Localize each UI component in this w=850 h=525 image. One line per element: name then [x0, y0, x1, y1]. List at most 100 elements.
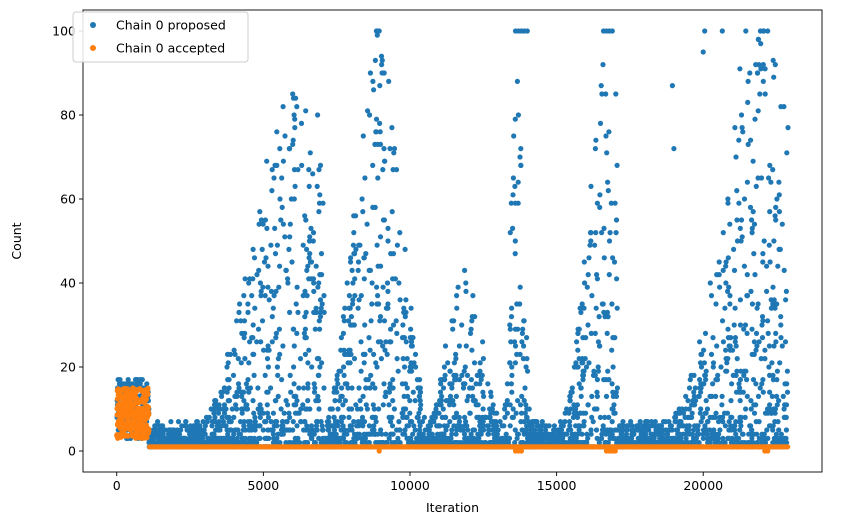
- proposed-point: [631, 440, 637, 446]
- proposed-point: [338, 427, 344, 433]
- proposed-point: [363, 402, 369, 408]
- proposed-point: [744, 179, 751, 185]
- proposed-point: [438, 381, 444, 387]
- proposed-point: [772, 62, 778, 68]
- proposed-point: [751, 251, 757, 257]
- proposed-point: [223, 423, 229, 429]
- proposed-point: [766, 242, 772, 248]
- proposed-point: [710, 360, 717, 366]
- proposed-point: [704, 419, 711, 425]
- proposed-point: [463, 280, 469, 286]
- proposed-point: [551, 423, 558, 429]
- proposed-point: [310, 171, 316, 177]
- proposed-point: [620, 419, 626, 425]
- proposed-point: [337, 440, 343, 446]
- proposed-point: [683, 435, 689, 441]
- proposed-point: [526, 406, 532, 412]
- proposed-point: [738, 112, 745, 118]
- proposed-point: [529, 423, 536, 429]
- proposed-point: [696, 440, 702, 446]
- proposed-point: [383, 389, 389, 395]
- proposed-point: [440, 406, 446, 412]
- proposed-point: [703, 377, 709, 383]
- proposed-point: [209, 419, 215, 425]
- proposed-point: [614, 305, 620, 311]
- proposed-point: [759, 322, 765, 328]
- proposed-point: [406, 440, 412, 446]
- proposed-point: [741, 326, 747, 332]
- proposed-point: [546, 423, 552, 429]
- proposed-point: [287, 234, 293, 240]
- proposed-point: [412, 398, 418, 404]
- proposed-point: [455, 284, 461, 290]
- proposed-point: [569, 435, 576, 441]
- proposed-point: [767, 402, 773, 408]
- proposed-point: [348, 423, 355, 429]
- proposed-point: [381, 146, 387, 152]
- proposed-point: [269, 339, 275, 345]
- proposed-point: [524, 356, 530, 362]
- proposed-point: [219, 414, 225, 420]
- proposed-point: [402, 314, 408, 320]
- proposed-point: [296, 385, 302, 391]
- proposed-point: [344, 280, 350, 286]
- proposed-point: [765, 318, 771, 324]
- proposed-point: [696, 431, 702, 437]
- proposed-point: [783, 427, 790, 433]
- proposed-point: [359, 196, 365, 202]
- proposed-point: [524, 414, 530, 420]
- proposed-point: [387, 385, 393, 391]
- proposed-point: [202, 423, 208, 429]
- proposed-point: [557, 419, 564, 425]
- legend-label: Chain 0 proposed: [116, 18, 226, 33]
- proposed-point: [512, 116, 518, 122]
- proposed-point: [241, 318, 248, 324]
- proposed-point: [559, 423, 565, 429]
- proposed-point: [311, 381, 317, 387]
- proposed-point: [427, 419, 434, 425]
- proposed-point: [715, 435, 721, 441]
- proposed-point: [260, 410, 266, 416]
- accepted-point: [144, 435, 150, 441]
- proposed-point: [744, 330, 750, 336]
- proposed-point: [771, 74, 777, 80]
- proposed-point: [588, 230, 594, 236]
- proposed-point: [277, 263, 283, 269]
- proposed-point: [303, 108, 309, 114]
- proposed-point: [456, 377, 462, 383]
- proposed-point: [378, 53, 385, 59]
- proposed-point: [532, 431, 538, 437]
- proposed-point: [523, 427, 529, 433]
- proposed-point: [462, 364, 468, 370]
- proposed-point: [509, 305, 515, 311]
- proposed-point: [370, 402, 376, 408]
- proposed-point: [409, 368, 415, 374]
- proposed-point: [760, 318, 766, 324]
- proposed-point: [456, 343, 462, 349]
- proposed-point: [264, 402, 270, 408]
- proposed-point: [305, 381, 311, 387]
- proposed-point: [255, 406, 261, 412]
- proposed-point: [354, 406, 361, 412]
- proposed-point: [233, 402, 239, 408]
- proposed-point: [469, 347, 475, 353]
- proposed-point: [266, 347, 272, 353]
- proposed-point: [257, 435, 263, 441]
- proposed-point: [439, 393, 445, 399]
- proposed-point: [425, 423, 431, 429]
- proposed-point: [519, 339, 525, 345]
- proposed-point: [437, 398, 443, 404]
- proposed-point: [784, 440, 790, 446]
- proposed-point: [187, 440, 193, 446]
- proposed-point: [370, 381, 376, 387]
- proposed-point: [604, 309, 611, 315]
- proposed-point: [350, 297, 356, 303]
- proposed-point: [454, 293, 460, 299]
- proposed-point: [580, 377, 586, 383]
- proposed-point: [317, 162, 324, 168]
- proposed-point: [595, 339, 602, 345]
- proposed-point: [590, 419, 596, 425]
- proposed-point: [394, 330, 400, 336]
- proposed-point: [651, 423, 658, 429]
- proposed-point: [700, 431, 706, 437]
